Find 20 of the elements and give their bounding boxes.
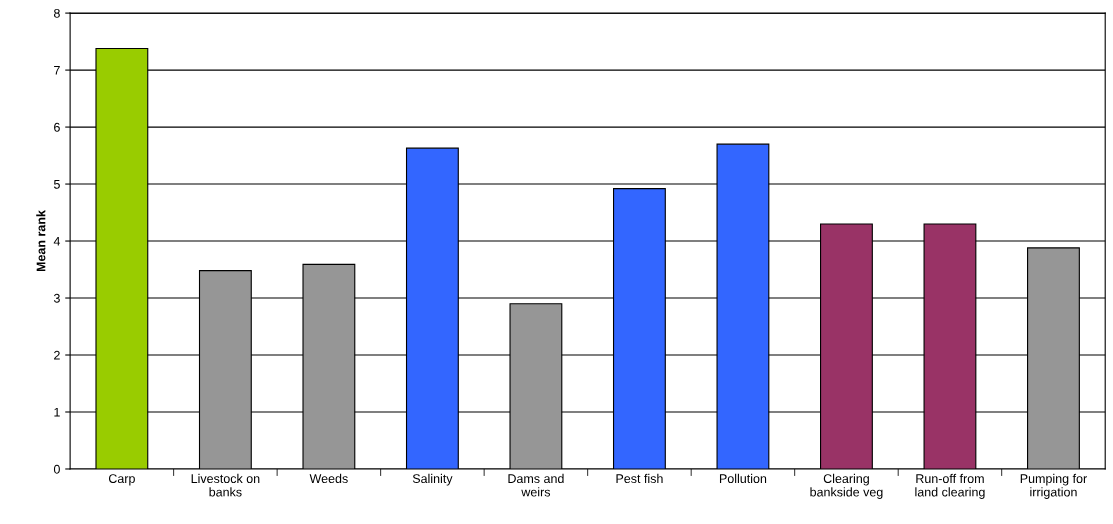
- y-tick-label: 3: [53, 293, 60, 303]
- y-tick-label: 4: [53, 236, 61, 246]
- x-tick-label: Weeds: [309, 473, 348, 484]
- x-tick-label: Pumping for irrigation: [1020, 473, 1087, 499]
- y-tick-label: 5: [53, 179, 60, 189]
- x-tick-label: Pest fish: [616, 473, 663, 484]
- y-tick-label: 1: [54, 407, 60, 417]
- x-tick-label: Pollution: [719, 473, 767, 484]
- y-tick-label: 6: [54, 122, 60, 132]
- y-tick-label: 7: [54, 66, 60, 75]
- y-tick-label: 0: [53, 464, 60, 474]
- x-tick-label: Run-off from land clearing: [915, 473, 985, 499]
- x-tick-label: Clearing bankside veg: [810, 473, 883, 499]
- y-tick-label: 8: [53, 8, 60, 18]
- x-tick-label: Salinity: [412, 473, 453, 486]
- x-tick-label: Dams and weirs: [508, 473, 564, 497]
- x-tick-label: Carp: [108, 474, 135, 486]
- y-tick-label: 2: [54, 350, 60, 360]
- y-axis-title: Mean rank: [36, 210, 46, 272]
- x-tick-label: Livestock on banks: [191, 473, 260, 497]
